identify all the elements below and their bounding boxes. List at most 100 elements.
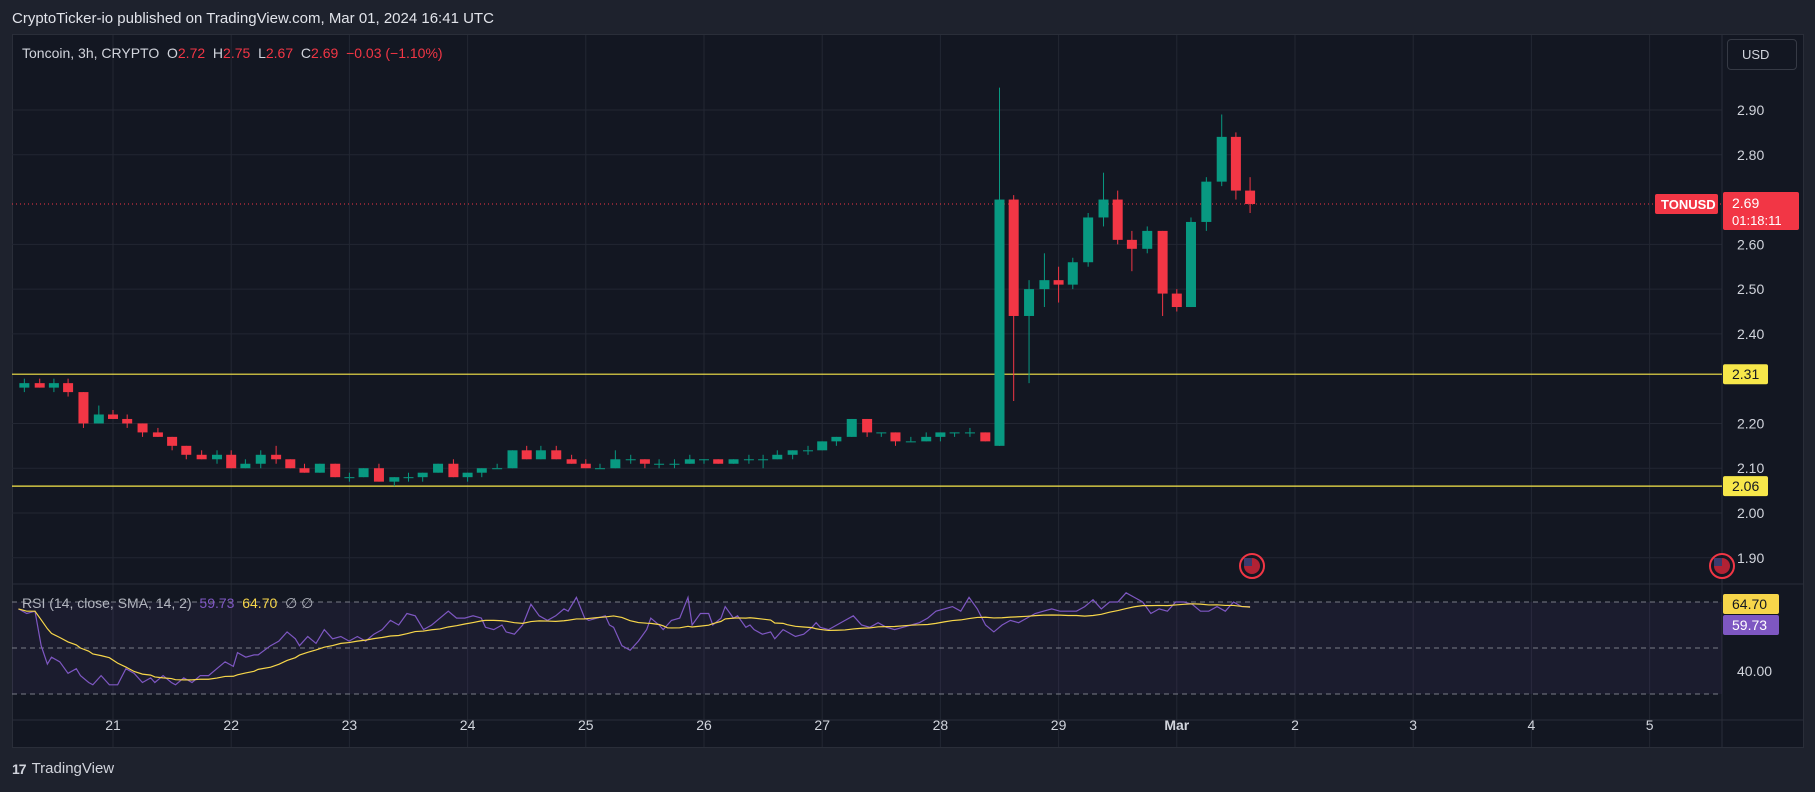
date-tick-7: 28: [933, 717, 949, 733]
hline-label-bg-0: [1723, 364, 1768, 385]
date-tick-1: 22: [223, 717, 239, 733]
candle-body-33: [507, 450, 518, 469]
candle-body-15: [240, 463, 251, 469]
candle-body-36: [551, 450, 562, 460]
rsi-legend-value: 59.73: [199, 595, 235, 611]
date-tick-0: 21: [105, 717, 121, 733]
candle-body-17: [271, 454, 282, 460]
candle-body-43: [654, 463, 665, 465]
rsi-line: [18, 592, 1251, 686]
candle-body-53: [803, 450, 814, 452]
candle-body-51: [772, 454, 783, 460]
candle-body-75: [1126, 239, 1137, 249]
candle-body-38: [580, 463, 591, 469]
price-tick-3: 2.50: [1737, 281, 1764, 297]
candle-body-79: [1185, 221, 1196, 308]
candle-body-46: [699, 459, 709, 461]
rsi-group: [12, 592, 1722, 695]
candle-body-81: [1216, 136, 1227, 182]
close-value: 2.69: [311, 45, 339, 61]
candle-body-45: [684, 459, 695, 464]
candle-body-66: [994, 199, 1005, 446]
us-event-icon-axis-canton: [1714, 558, 1722, 566]
candle-body-82: [1230, 136, 1241, 191]
candle-body-65: [980, 432, 991, 442]
currency-button[interactable]: USD: [1727, 39, 1797, 70]
candle-body-78: [1171, 293, 1182, 308]
date-tick-4: 25: [578, 717, 594, 733]
hline-label-1: 2.06: [1732, 478, 1759, 494]
candle-body-64: [964, 432, 975, 434]
candle-body-21: [330, 463, 341, 478]
symbol-label: Toncoin, 3h, CRYPTO: [22, 45, 160, 61]
candle-body-11: [181, 445, 192, 455]
candle-body-8: [137, 423, 148, 433]
low-value: 2.67: [265, 45, 294, 61]
candle-body-14: [226, 454, 237, 469]
chart-frame[interactable]: [12, 34, 1804, 748]
candle-body-70: [1053, 280, 1064, 285]
change-value: −0.03 (−1.10%): [346, 45, 443, 61]
candle-body-73: [1098, 199, 1109, 218]
candle-body-18: [285, 459, 296, 469]
rsi-sma-legend-value: 64.70: [242, 595, 278, 611]
price-tick-2: 2.60: [1737, 236, 1764, 252]
candle-body-32: [492, 468, 503, 470]
publish-header: CryptoTicker-io published on TradingView…: [12, 10, 494, 27]
candle-body-54: [817, 441, 828, 451]
candle-body-29: [448, 463, 459, 478]
high-value: 2.75: [223, 45, 251, 61]
candle-body-28: [433, 463, 444, 473]
candle-body-44: [669, 463, 680, 465]
candle-body-60: [905, 441, 916, 443]
candle-body-49: [743, 459, 754, 461]
price-tick-4: 2.40: [1737, 326, 1764, 342]
candle-body-56: [846, 418, 857, 437]
low-label: L: [258, 45, 266, 61]
candle-body-40: [610, 459, 621, 469]
rsi-sma-tag-bg: [1723, 594, 1779, 614]
high-label: H: [212, 45, 224, 61]
price-tick-8: 1.90: [1737, 550, 1764, 566]
candle-body-55: [831, 436, 842, 442]
candle-body-31: [476, 468, 487, 473]
candle-body-41: [625, 459, 636, 461]
candle-body-59: [890, 432, 901, 442]
rsi-tick-40: 40.00: [1737, 663, 1772, 679]
rsi-legend: RSI (14, close, SMA, 14, 2) 59.73 64.70 …: [22, 595, 313, 612]
candle-body-76: [1142, 230, 1153, 249]
price-legend: Toncoin, 3h, CRYPTO O2.72 H2.75 L2.67 C2…: [22, 45, 443, 61]
candle-body-47: [713, 459, 724, 464]
candle-body-83: [1245, 190, 1256, 205]
date-tick-8: 29: [1051, 717, 1067, 733]
brand-name: TradingView: [31, 760, 115, 777]
us-event-icon-canton: [1244, 558, 1252, 566]
candle-body-61: [921, 436, 932, 442]
rsi-sma-line: [18, 603, 1251, 681]
candle-body-39: [594, 468, 605, 470]
candle-body-25: [389, 477, 400, 482]
symbol-tag-bg: [1655, 194, 1718, 215]
date-tick-10: 2: [1291, 717, 1299, 733]
countdown-tag: 01:18:11: [1732, 213, 1782, 228]
candle-body-13: [212, 454, 223, 460]
last-price-tag-bg: [1723, 192, 1799, 231]
price-tick-0: 2.90: [1737, 102, 1764, 118]
candle-body-42: [639, 459, 650, 464]
date-tick-11: 3: [1409, 717, 1417, 733]
candle-body-34: [521, 450, 532, 460]
candle-body-68: [1024, 289, 1035, 316]
candle-body-67: [1008, 199, 1019, 316]
date-tick-2: 23: [342, 717, 358, 733]
date-tick-5: 26: [696, 717, 712, 733]
candle-body-1: [34, 383, 45, 388]
price-tick-7: 2.00: [1737, 505, 1764, 521]
candle-body-35: [535, 450, 546, 460]
candle-body-26: [403, 477, 414, 479]
footer-brand[interactable]: 17 TradingView: [12, 760, 114, 777]
candle-body-37: [566, 459, 577, 464]
candle-body-77: [1157, 230, 1168, 294]
candle-body-71: [1067, 262, 1078, 285]
candle-body-24: [373, 468, 384, 482]
